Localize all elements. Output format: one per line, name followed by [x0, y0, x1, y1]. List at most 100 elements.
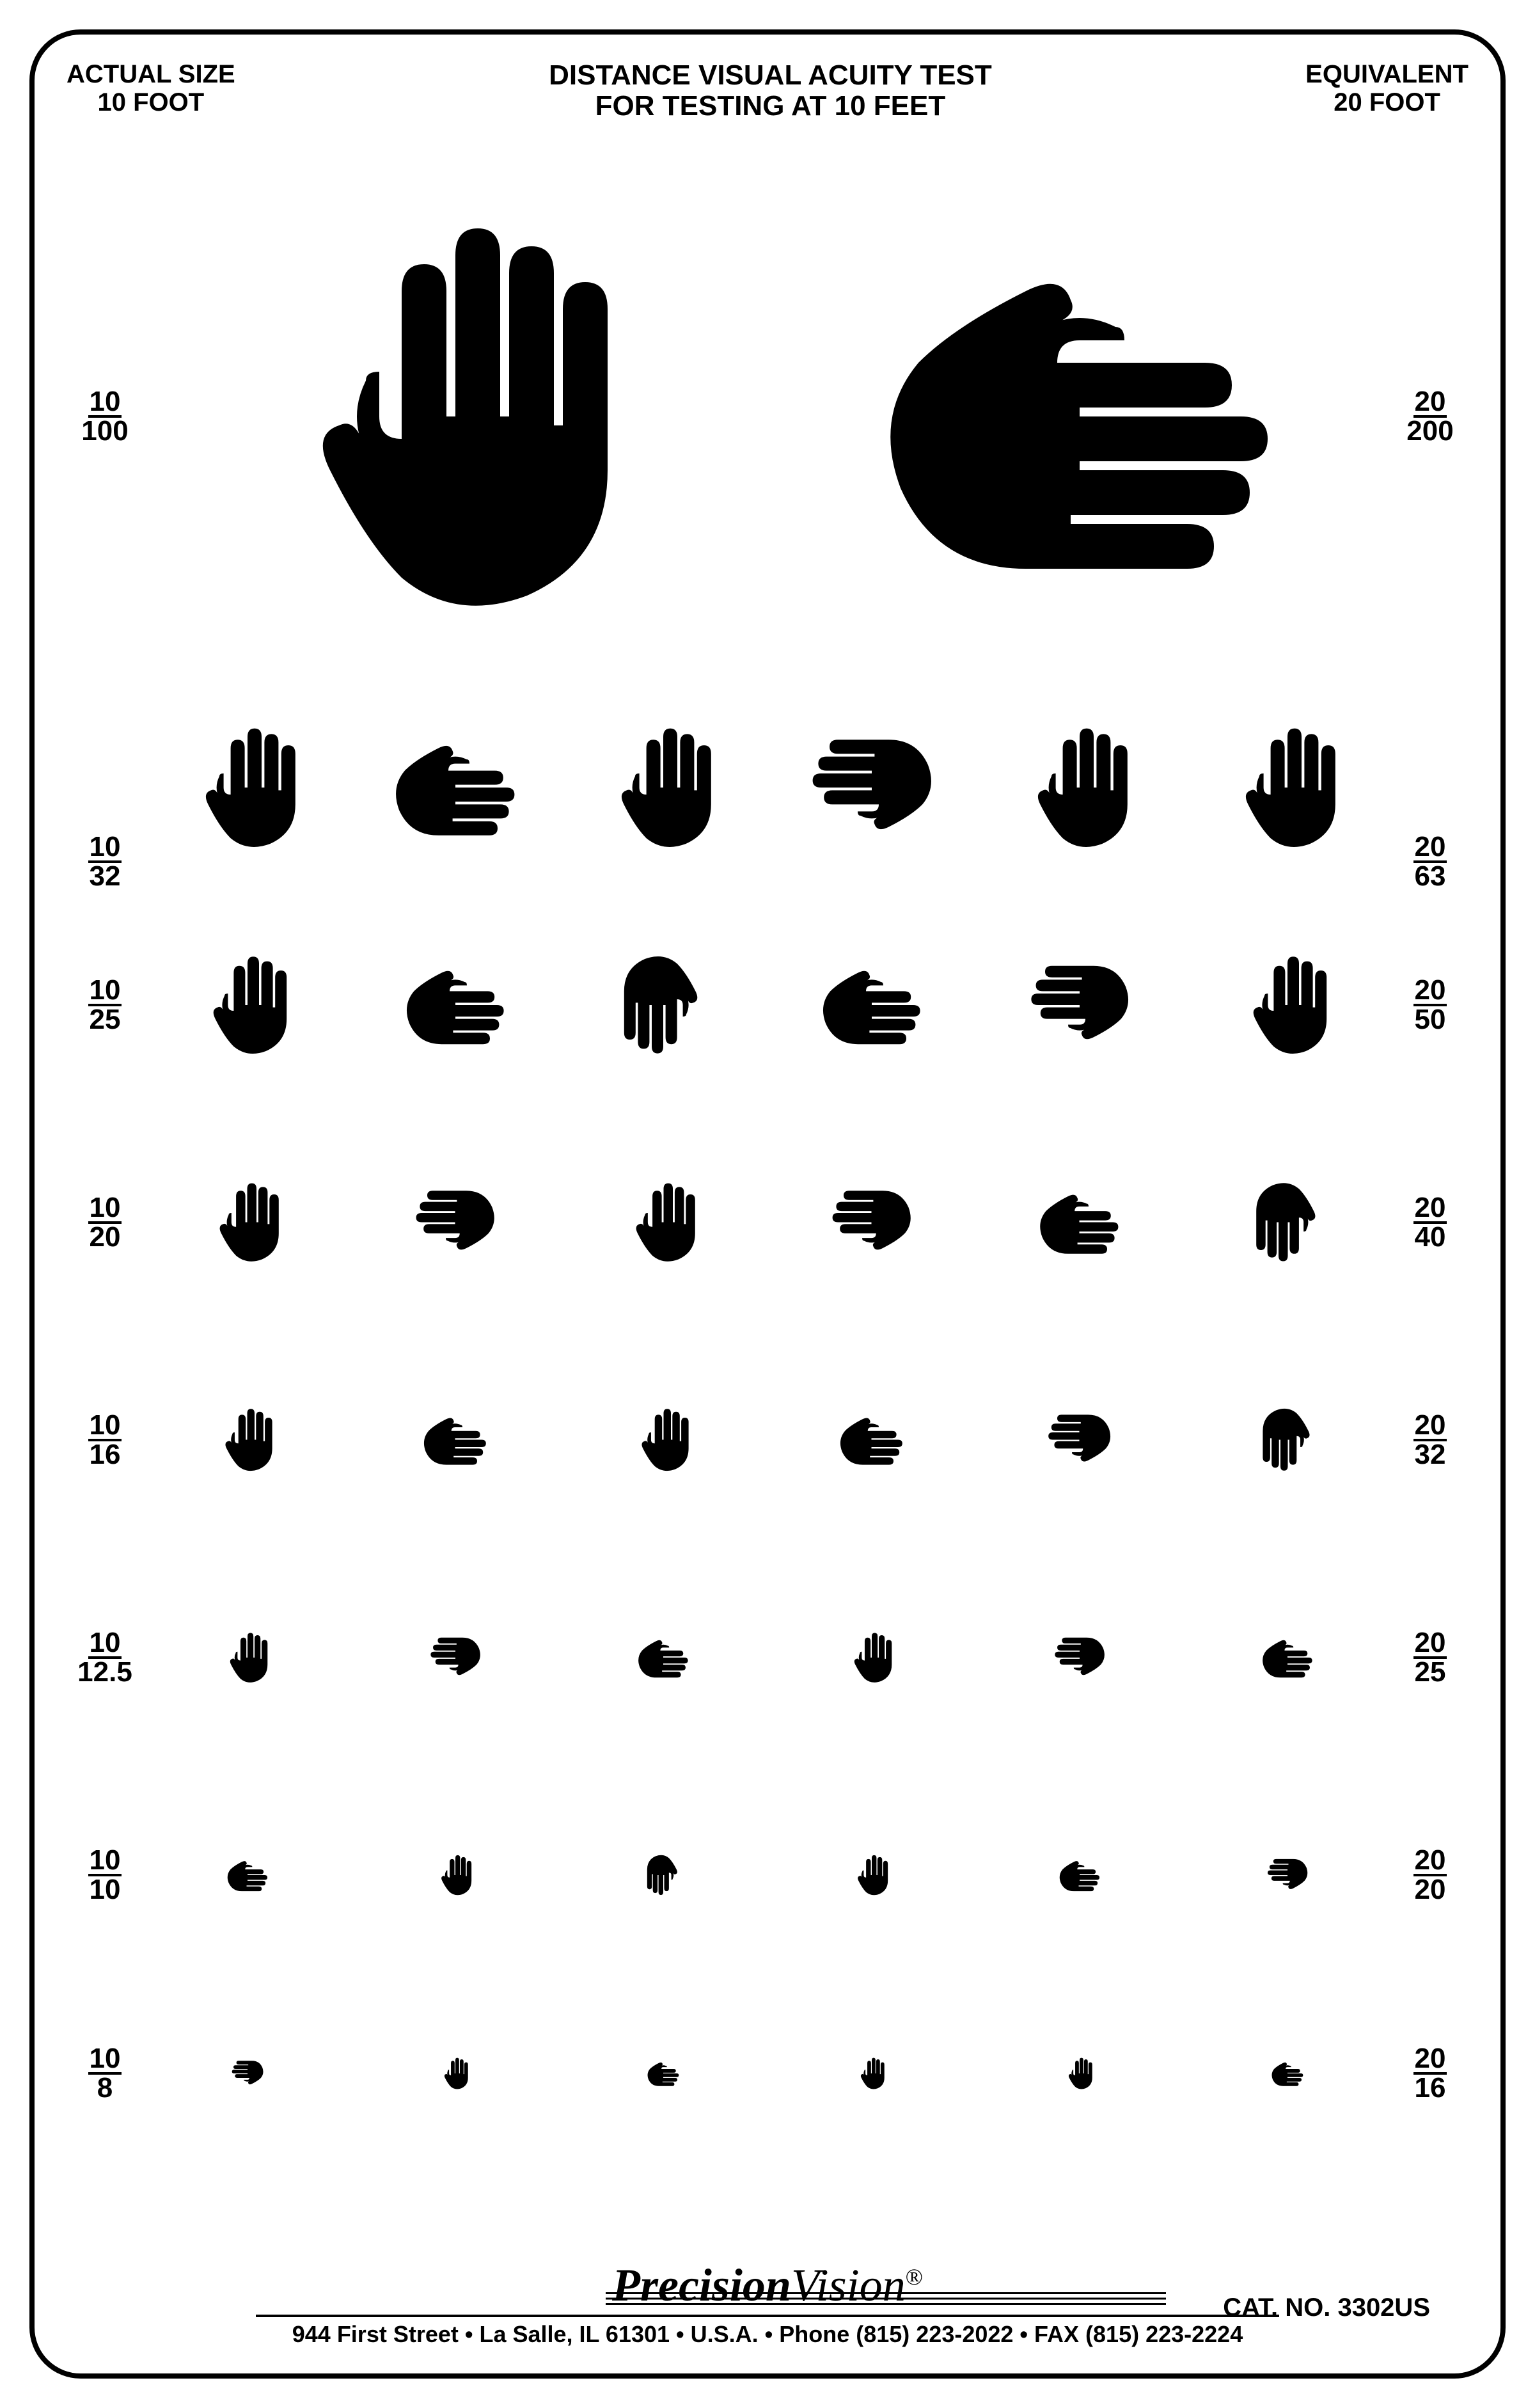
chart-card: ACTUAL SIZE 10 FOOT DISTANCE VISUAL ACUI… — [29, 29, 1506, 2379]
right-label-col: 20 200 — [1392, 388, 1468, 445]
hand-icon — [1022, 947, 1137, 1063]
hand-icon — [606, 947, 721, 1063]
hand-icon — [229, 2055, 266, 2092]
hand-icon — [218, 1628, 277, 1687]
header-left: ACTUAL SIZE 10 FOOT — [67, 60, 235, 116]
hand-icon — [853, 2055, 890, 2092]
acuity-fraction: 10 20 — [88, 1194, 122, 1251]
chart-footer: PrecisionVision® 944 First Street • La S… — [67, 2227, 1468, 2348]
fraction-denominator: 8 — [96, 2075, 114, 2102]
brand-block: PrecisionVision® — [612, 2259, 923, 2312]
header-center: DISTANCE VISUAL ACUITY TEST FOR TESTING … — [549, 60, 992, 122]
right-label-col: 20 20 — [1392, 1847, 1468, 1903]
hand-icon — [224, 1851, 271, 1899]
left-label-col: 10 32 — [67, 834, 143, 896]
fraction-numerator: 20 — [1413, 1412, 1447, 1441]
fraction-denominator: 16 — [88, 1441, 122, 1468]
hand-icon — [385, 717, 526, 858]
acuity-fraction: 10 10 — [88, 1847, 122, 1903]
hand-icon — [210, 1403, 284, 1477]
hand-icon — [190, 947, 305, 1063]
catalog-number: CAT. NO. 3302US — [1223, 2293, 1430, 2322]
header-center-line2: FOR TESTING AT 10 FEET — [549, 91, 992, 122]
left-label-col: 10 16 — [67, 1412, 143, 1468]
hand-icon — [1241, 1176, 1334, 1269]
acuity-fraction: 20 63 — [1413, 834, 1447, 890]
fraction-numerator: 10 — [88, 388, 122, 418]
chart-row: 10 20 20 40 — [67, 1114, 1468, 1331]
right-label-col: 20 16 — [1392, 2045, 1468, 2102]
hand-icon — [634, 1628, 693, 1687]
fraction-denominator: 200 — [1405, 418, 1454, 445]
header-right-line1: EQUIVALENT — [1305, 60, 1468, 88]
hand-icon — [848, 1851, 895, 1899]
hand-icon — [418, 1403, 492, 1477]
right-label-col: 20 50 — [1392, 977, 1468, 1033]
acuity-fraction: 20 20 — [1413, 1847, 1447, 1903]
acuity-fraction: 20 40 — [1413, 1194, 1447, 1251]
hands-row — [143, 2055, 1392, 2092]
right-label-col: 20 40 — [1392, 1194, 1468, 1251]
hand-icon — [814, 947, 929, 1063]
fraction-denominator: 50 — [1413, 1006, 1447, 1033]
left-label-col: 10 100 — [67, 388, 143, 445]
hand-icon — [1217, 717, 1358, 858]
chart-header: ACTUAL SIZE 10 FOOT DISTANCE VISUAL ACUI… — [67, 60, 1468, 122]
hand-icon — [1269, 2055, 1306, 2092]
fraction-numerator: 10 — [88, 834, 122, 863]
acuity-fraction: 10 32 — [88, 834, 122, 890]
right-label-col: 20 32 — [1392, 1412, 1468, 1468]
hand-icon — [1258, 1628, 1317, 1687]
chart-row: 10 16 20 32 — [67, 1331, 1468, 1549]
header-center-line1: DISTANCE VISUAL ACUITY TEST — [549, 60, 992, 91]
fraction-numerator: 10 — [88, 977, 122, 1006]
hand-icon — [1009, 717, 1150, 858]
acuity-fraction: 10 16 — [88, 1412, 122, 1468]
hand-icon — [627, 1403, 700, 1477]
fraction-denominator: 100 — [80, 418, 129, 445]
fraction-denominator: 32 — [1413, 1441, 1447, 1468]
registered-mark-icon: ® — [906, 2264, 923, 2290]
fraction-denominator: 25 — [1413, 1659, 1447, 1686]
fraction-denominator: 10 — [88, 1876, 122, 1903]
fraction-numerator: 20 — [1413, 1194, 1447, 1224]
acuity-fraction: 20 16 — [1413, 2045, 1447, 2102]
chart-row: 10 10 20 20 — [67, 1766, 1468, 1984]
footer-center: PrecisionVision® 944 First Street • La S… — [256, 2259, 1279, 2348]
acuity-fraction: 10 8 — [88, 2045, 122, 2102]
hand-icon — [437, 2055, 474, 2092]
fraction-denominator: 63 — [1413, 863, 1447, 890]
chart-rows: 10 100 20 200 10 32 — [67, 122, 1468, 2227]
hand-icon — [409, 1176, 501, 1269]
left-label-col: 10 8 — [67, 2045, 143, 2102]
left-label-col: 10 12.5 — [67, 1629, 143, 1686]
hand-icon — [1061, 2055, 1098, 2092]
fraction-numerator: 20 — [1413, 1847, 1447, 1876]
acuity-fraction: 20 25 — [1413, 1629, 1447, 1686]
fraction-denominator: 40 — [1413, 1224, 1447, 1251]
fraction-denominator: 32 — [88, 863, 122, 890]
hand-icon — [835, 1403, 908, 1477]
chart-row: 10 100 20 200 — [67, 154, 1468, 679]
fraction-numerator: 10 — [88, 1629, 122, 1659]
acuity-fraction: 10 12.5 — [76, 1629, 134, 1686]
acuity-fraction: 20 32 — [1413, 1412, 1447, 1468]
hand-icon — [640, 1851, 687, 1899]
fraction-numerator: 10 — [88, 1412, 122, 1441]
hand-icon — [398, 947, 513, 1063]
hand-icon — [177, 717, 318, 858]
hand-icon — [801, 717, 942, 858]
hand-icon — [1050, 1628, 1109, 1687]
hand-icon — [856, 193, 1303, 640]
left-label-col: 10 20 — [67, 1194, 143, 1251]
acuity-fraction: 10 100 — [80, 388, 129, 445]
chart-row: 10 8 20 16 — [67, 1984, 1468, 2163]
hand-icon — [842, 1628, 901, 1687]
fraction-denominator: 16 — [1413, 2075, 1447, 2102]
right-label-col: 20 25 — [1392, 1629, 1468, 1686]
hand-icon — [426, 1628, 485, 1687]
header-left-line1: ACTUAL SIZE — [67, 60, 235, 88]
fraction-denominator: 20 — [88, 1224, 122, 1251]
chart-row: 10 32 20 63 — [67, 679, 1468, 896]
hand-icon — [1251, 1403, 1325, 1477]
